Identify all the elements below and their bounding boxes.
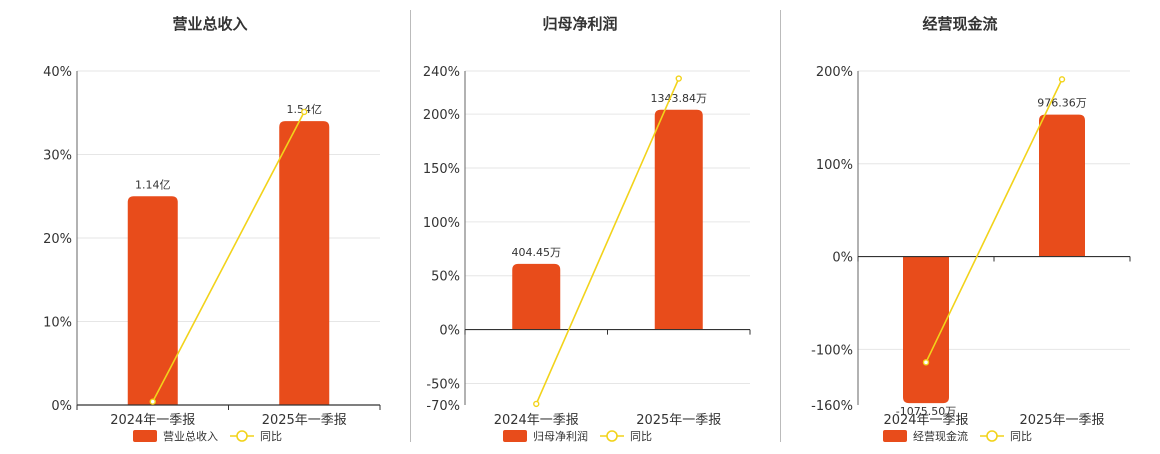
y-tick-label: 100% [816, 158, 853, 173]
x-tick-label: 2024年一季报 [110, 413, 195, 428]
x-tick-label: 2025年一季报 [636, 413, 721, 428]
legend-line-label: 同比 [630, 430, 652, 443]
bar [127, 196, 178, 405]
y-tick-label: 20% [43, 232, 72, 247]
data-label: -1075.50万 [896, 405, 956, 418]
y-tick-label: 200% [816, 65, 853, 80]
legend-bar-swatch [503, 430, 527, 442]
line-series [152, 111, 305, 403]
line-point [922, 359, 930, 366]
legend-line-marker [606, 430, 618, 442]
legend-line-marker [986, 430, 998, 442]
data-label: 1.14亿 [135, 178, 171, 191]
bar [279, 121, 330, 405]
chart-svg: 经营现金流 -160% -100% 0% 100% 200% -1075.50万 976.36… [811, 15, 1131, 443]
y-tick-label: 0% [51, 399, 72, 414]
y-tick-label: 0% [439, 324, 460, 339]
y-tick-label: 240% [423, 65, 460, 80]
x-tick-label: 2024年一季报 [883, 413, 968, 428]
bar [512, 263, 561, 330]
data-label: 1343.84万 [651, 92, 708, 105]
chart-title: 营业总收入 [172, 15, 247, 33]
bar [903, 256, 949, 404]
legend-bar-label: 经营现金流 [913, 429, 968, 443]
line-series [535, 78, 680, 405]
line-point [533, 400, 540, 408]
y-tick-label: -70% [426, 399, 460, 414]
y-tick-label: 0% [832, 251, 853, 266]
chart-title: 归母净利润 [542, 15, 617, 33]
y-tick-label: 50% [431, 270, 460, 285]
chart-panel-revenue: 营业总收入0%10%20%30%40%1.14亿1.54亿2024年一季报202… [0, 0, 410, 450]
bar [654, 109, 703, 330]
line-series [925, 79, 1063, 363]
chart-title: 经营现金流 [922, 15, 997, 33]
legend-bar-swatch [133, 430, 157, 442]
line-point [1058, 76, 1066, 83]
y-tick-label: 150% [423, 162, 460, 177]
y-tick-label: -100% [811, 343, 853, 358]
y-tick-label: -50% [426, 377, 460, 392]
x-tick-label: 2025年一季报 [1019, 413, 1104, 428]
legend-bar-label: 营业总收入 [163, 429, 218, 443]
panel-divider [410, 10, 411, 442]
line-point [675, 75, 682, 82]
line-point [149, 398, 156, 405]
data-label: 404.45万 [512, 246, 562, 259]
panel-divider [780, 10, 781, 442]
x-tick-label: 2025年一季报 [262, 413, 347, 428]
y-tick-label: 40% [43, 65, 72, 80]
legend-line-marker [236, 430, 248, 442]
chart-svg: 归母净利润 -70% -50% 0% 50% 100% 150% 200% 240% 404.45… [423, 15, 751, 443]
chart-svg: 营业总收入0%10%20%30%40%1.14亿1.54亿2024年一季报202… [43, 15, 381, 443]
legend-bar-swatch [883, 430, 907, 442]
legend-bar-label: 归母净利润 [533, 429, 588, 443]
bar [1039, 114, 1085, 257]
y-tick-label: 200% [423, 108, 460, 123]
legend-line-label: 同比 [1010, 430, 1032, 443]
y-tick-label: 100% [423, 216, 460, 231]
y-tick-label: -160% [811, 399, 853, 414]
legend-line-label: 同比 [260, 430, 282, 443]
y-tick-label: 30% [43, 149, 72, 164]
x-tick-label: 2024年一季报 [494, 413, 579, 428]
data-label: 976.36万 [1037, 97, 1087, 110]
y-tick-label: 10% [43, 316, 72, 331]
chart-panel-cash-flow: 经营现金流 -160% -100% 0% 100% 200% -1075.50万 976.36… [780, 0, 1160, 450]
chart-panel-net-profit: 归母净利润 -70% -50% 0% 50% 100% 150% 200% 240% 404.45… [410, 0, 780, 450]
line-point [301, 108, 308, 116]
